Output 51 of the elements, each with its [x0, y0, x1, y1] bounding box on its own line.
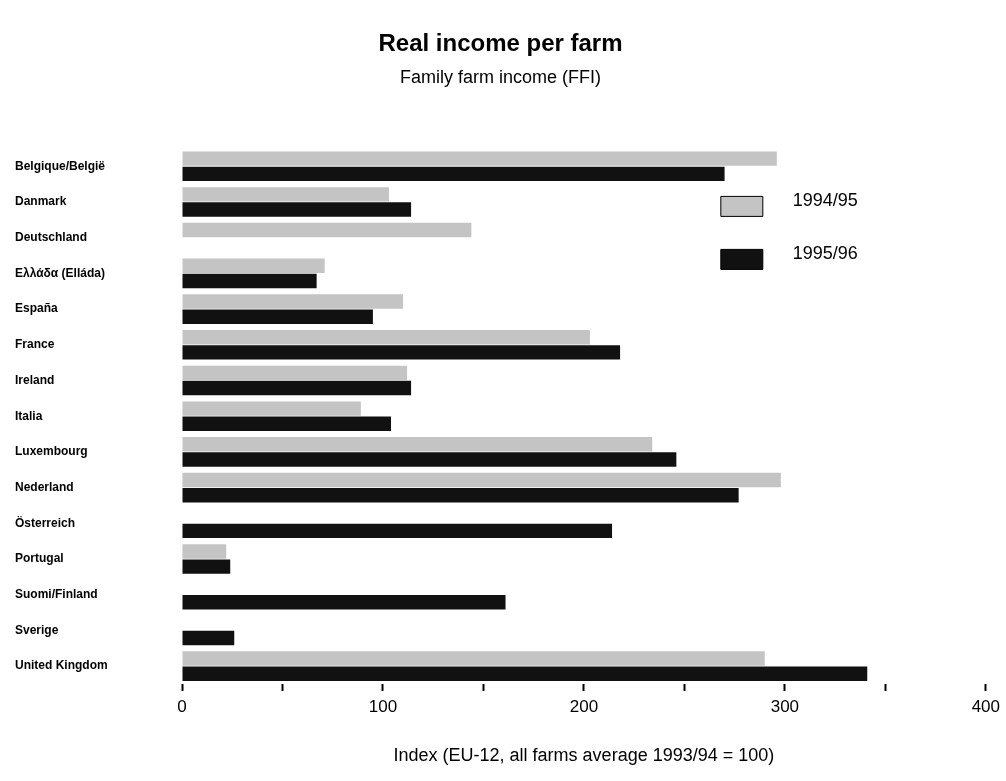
x-tick-label: 400: [971, 696, 1001, 716]
y-tick-label: Portugal: [15, 551, 64, 566]
bar: [182, 273, 317, 289]
x-tick-label: 200: [569, 696, 599, 716]
y-tick-label: United Kingdom: [15, 658, 108, 673]
y-tick-label: Italia: [15, 408, 43, 423]
chart-subtitle: Family farm income (FFI): [399, 66, 602, 87]
bar: [182, 365, 408, 381]
y-tick-label: Nederland: [15, 479, 74, 494]
chart-title: Real income per farm: [378, 29, 623, 57]
bar: [182, 380, 412, 396]
bar: [182, 329, 590, 345]
bar: [182, 309, 373, 324]
y-tick-label: Ελλάδα (Elláda): [15, 265, 105, 280]
bar: [182, 416, 391, 431]
bar: [182, 487, 739, 503]
x-tick-label: 300: [770, 696, 800, 716]
y-tick-label: Deutschland: [15, 229, 88, 244]
bar: [182, 222, 472, 238]
bar: [182, 166, 725, 182]
y-tick-label: Belgique/België: [15, 158, 106, 173]
bar: [182, 651, 765, 666]
bar: [182, 523, 613, 539]
bar: [182, 187, 389, 202]
y-tick-label: Sverige: [15, 622, 59, 637]
legend-label: 1994/95: [792, 190, 858, 211]
bar: [182, 345, 621, 360]
bar: [182, 595, 506, 610]
x-tick-label: 0: [177, 696, 187, 716]
bar: [182, 452, 677, 467]
bar: [182, 630, 235, 646]
bar: [182, 559, 231, 574]
bar: [182, 472, 781, 488]
x-tick-label: 100: [368, 696, 398, 716]
legend-label: 1995/96: [792, 243, 858, 264]
y-tick-label: Suomi/Finland: [15, 587, 98, 602]
bar: [182, 294, 404, 309]
y-tick-label: España: [15, 301, 59, 316]
bar: [182, 401, 361, 416]
y-tick-label: Österreich: [15, 514, 76, 530]
bar: [182, 666, 868, 681]
y-tick-label: Danmark: [15, 194, 67, 209]
bar: [182, 258, 325, 273]
y-tick-label: Luxembourg: [15, 444, 88, 459]
y-tick-label: France: [15, 337, 55, 352]
bar: [182, 437, 653, 452]
bar: [182, 544, 227, 559]
y-tick-label: Ireland: [15, 372, 55, 387]
bar: [182, 202, 412, 217]
bar: [182, 151, 777, 166]
x-axis-title: Index (EU-12, all farms average 1993/94 = 100): [393, 745, 775, 766]
